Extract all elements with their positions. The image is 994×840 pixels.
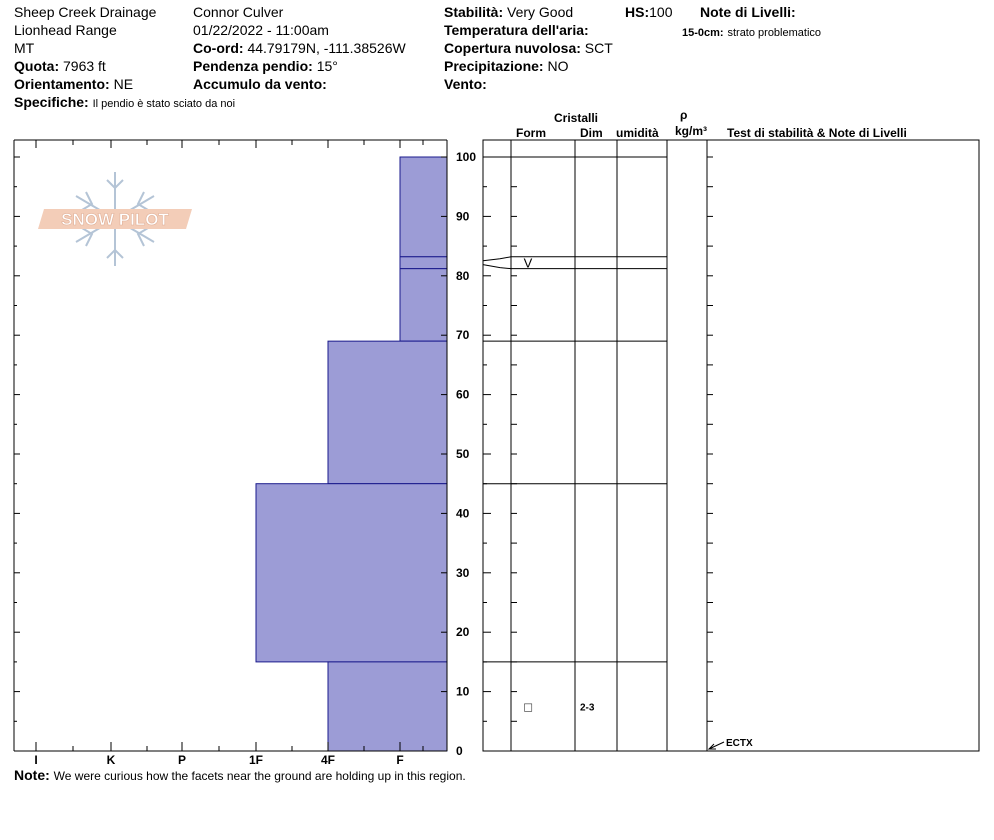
wind-loading-label: Accumulo da vento: (193, 76, 327, 92)
depth-label: 90 (456, 209, 470, 223)
grain-size: 2-3 (580, 702, 595, 713)
layer-note: 15-0cm: strato problematico (682, 23, 821, 42)
coord-value: 44.79179N, -111.38526W (247, 40, 406, 56)
specifics-value: Il pendio è stato sciato da noi (92, 98, 236, 110)
footer-note: Note: We were curious how the facets nea… (14, 767, 466, 785)
observer: Connor Culver (193, 4, 284, 20)
cloud-cover: Copertura nuvolosa: SCT (444, 40, 613, 57)
hardness-bars (255, 156, 448, 752)
cloud-label: Copertura nuvolosa: (444, 40, 581, 56)
hardness-label: F (396, 753, 403, 767)
depth-ticks: 0 10 20 30 40 50 60 70 80 90 100 (441, 150, 476, 758)
hardness-bar (327, 661, 448, 752)
moisture-header: umidità (616, 126, 659, 140)
range: Lionhead Range (14, 22, 117, 38)
hardness-bar (399, 268, 448, 342)
density-unit: kg/m³ (675, 124, 708, 138)
grain-form: □ (524, 699, 532, 714)
hs-value: 100 (649, 4, 673, 20)
precip-label: Precipitazione: (444, 58, 544, 74)
location: Sheep Creek Drainage (14, 4, 157, 20)
depth-label: 40 (456, 506, 470, 520)
slope-label: Pendenza pendio: (193, 58, 313, 74)
aspect-label: Orientamento: (14, 76, 110, 92)
thin-layer-connector (482, 256, 512, 262)
elevation: Quota: 7963 ft (14, 58, 106, 75)
test-label: ECTX (726, 738, 753, 749)
hardness-bar (399, 256, 448, 270)
precip-value: NO (547, 58, 569, 74)
thin-layer-connector (482, 264, 512, 270)
cloud-value: SCT (584, 40, 613, 56)
hardness-ticks: I K P 1F 4F F (34, 140, 424, 767)
hardness-bar (399, 156, 448, 258)
hardness-label: K (107, 753, 116, 767)
layer-rows (482, 156, 667, 663)
depth-label: 20 (456, 625, 470, 639)
hardness-label: 4F (321, 753, 335, 767)
size-header: Dim (580, 126, 603, 140)
snow-height: HS:100 (625, 4, 672, 21)
depth-label: 10 (456, 685, 470, 699)
test-arrowhead (707, 743, 716, 750)
depth-label: 50 (456, 447, 470, 461)
coord-label: Co-ord: (193, 40, 244, 56)
hardness-label: 1F (249, 753, 263, 767)
depth-label: 80 (456, 269, 470, 283)
depth-label: 70 (456, 328, 470, 342)
depth-label: 0 (456, 744, 463, 758)
depth-label: 100 (456, 150, 476, 164)
hardness-bar (327, 340, 448, 485)
depth-label: 30 (456, 566, 470, 580)
stability: Stabilità: Very Good (444, 4, 573, 21)
test-pointer (708, 741, 725, 750)
hardness-label: P (178, 753, 186, 767)
wind-label: Vento: (444, 76, 487, 92)
elevation-label: Quota: (14, 58, 60, 74)
stability-label: Stabilità: (444, 4, 504, 20)
tests-header: Test di stabilità & Note di Livelli (727, 126, 907, 140)
logo-text: SNOW PILOT (61, 210, 169, 229)
layer-notes-title: Note di Livelli: (700, 4, 796, 20)
stability-tests: ECTX (707, 738, 753, 750)
logo-banner (38, 209, 192, 229)
hs-label: HS: (625, 4, 650, 20)
specifics: Specifiche: Il pendio è stato sciato da … (14, 94, 235, 113)
datetime: 01/22/2022 - 11:00am (193, 22, 329, 38)
crystals-header: Cristalli (554, 111, 599, 125)
note-text: We were curious how the facets near the … (53, 769, 466, 783)
air-temp-label: Temperatura dell'aria: (444, 22, 589, 38)
layer-note-depth: 15-0cm: (682, 27, 724, 39)
left-ticks (14, 156, 20, 752)
aspect-value: NE (113, 76, 134, 92)
stability-value: Very Good (507, 4, 574, 20)
note-label: Note: (14, 767, 50, 783)
table-ticks (483, 156, 713, 752)
grain-form: V (524, 256, 533, 271)
coordinates: Co-ord: 44.79179N, -111.38526W (193, 40, 406, 57)
slope-value: 15° (316, 58, 338, 74)
specifics-label: Specifiche: (14, 94, 89, 110)
grain-table-frame (482, 139, 980, 752)
layer-note-text: strato problematico (727, 27, 822, 39)
state: MT (14, 40, 35, 56)
form-header: Form (516, 126, 546, 140)
snowpilot-logo: SNOW PILOT (38, 172, 192, 266)
precipitation: Precipitazione: NO (444, 58, 568, 75)
slope: Pendenza pendio: 15° (193, 58, 338, 75)
grain-symbols: V □ 2-3 (524, 256, 595, 715)
hardness-bar (255, 483, 448, 663)
elevation-value: 7963 ft (63, 58, 106, 74)
depth-label: 60 (456, 388, 470, 402)
aspect: Orientamento: NE (14, 76, 133, 93)
hardness-label: I (34, 753, 37, 767)
density-symbol: ρ (680, 108, 688, 122)
